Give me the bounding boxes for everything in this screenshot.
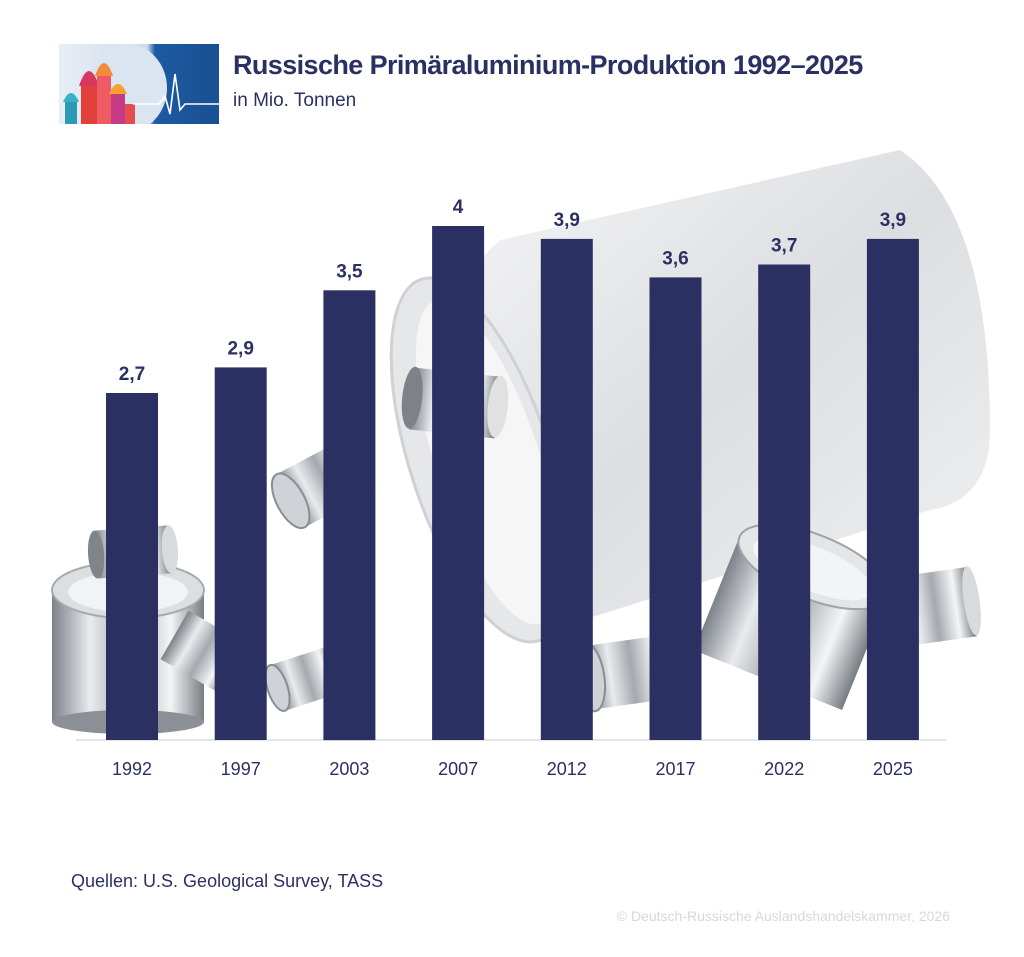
x-tick-labels-group: 1992 1997 2003 2007 2012 2017 2022 2025 xyxy=(112,759,913,779)
bar-2007 xyxy=(432,226,485,740)
copyright-note: © Deutsch-Russische Auslandshandelskamme… xyxy=(616,908,950,924)
moscow-skyline-heartbeat-logo-icon xyxy=(59,44,219,124)
value-label-1997: 2,9 xyxy=(227,338,253,359)
x-tick-label-2022: 2022 xyxy=(764,759,804,779)
value-label-2017: 3,6 xyxy=(662,248,688,269)
aluminium-tubes-illustration xyxy=(51,150,990,734)
x-tick-label-1997: 1997 xyxy=(221,759,261,779)
source-note: Quellen: U.S. Geological Survey, TASS xyxy=(71,871,384,891)
value-label-2025: 3,9 xyxy=(880,210,906,231)
x-tick-label-1992: 1992 xyxy=(112,759,152,779)
x-tick-label-2012: 2012 xyxy=(547,759,587,779)
bar-2003 xyxy=(323,290,376,741)
value-label-2003: 3,5 xyxy=(336,261,363,282)
value-label-2007: 4 xyxy=(453,197,464,218)
header-logo xyxy=(59,44,219,124)
x-tick-label-2025: 2025 xyxy=(873,759,913,779)
bar-2017 xyxy=(649,277,702,740)
value-label-1992: 2,7 xyxy=(119,364,145,385)
chart-subtitle: in Mio. Tonnen xyxy=(233,90,357,111)
bar-1992 xyxy=(106,393,158,740)
bars-group xyxy=(106,226,919,741)
x-tick-label-2003: 2003 xyxy=(329,759,369,779)
bar-2012 xyxy=(540,238,593,740)
x-tick-label-2017: 2017 xyxy=(655,759,695,779)
bar-2022 xyxy=(758,264,811,740)
value-labels-group: 2,7 2,9 3,5 4 3,9 3,6 3,7 3,9 xyxy=(119,197,906,385)
bar-2025 xyxy=(866,238,919,740)
value-label-2022: 3,7 xyxy=(771,236,797,257)
bar-1997 xyxy=(214,367,267,740)
x-tick-label-2007: 2007 xyxy=(438,759,478,779)
chart-title: Russische Primäraluminium-Produktion 199… xyxy=(233,50,863,80)
value-label-2012: 3,9 xyxy=(554,210,580,231)
